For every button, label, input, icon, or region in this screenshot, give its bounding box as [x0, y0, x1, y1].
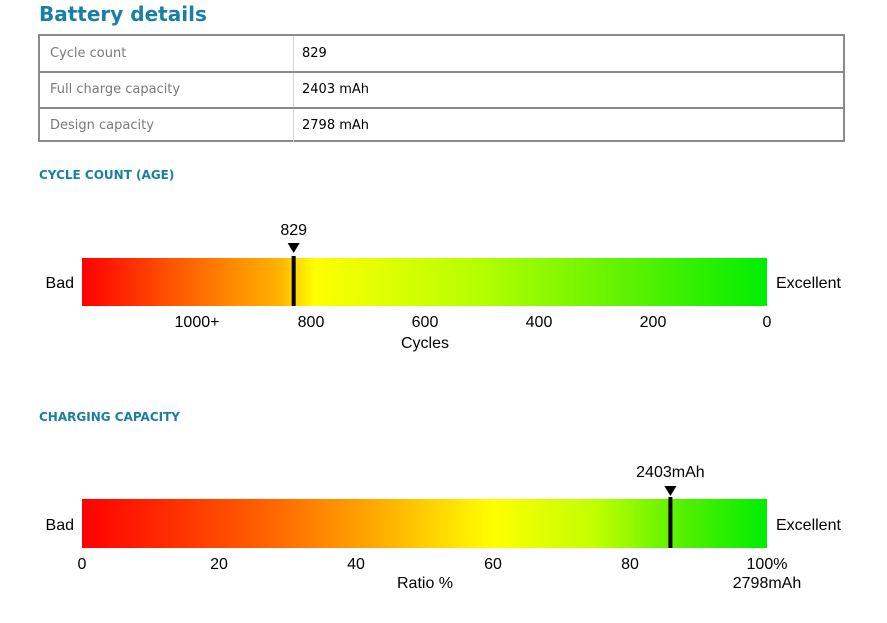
capacity-tick-label: 40	[347, 556, 365, 573]
table-row: Design capacity 2798 mAh	[40, 106, 843, 142]
cycle-bad-label: Bad	[46, 275, 74, 292]
cycle-tick-label: 0	[763, 314, 772, 331]
cycle-count-value: 829	[302, 46, 327, 62]
cycle-tick-label: 400	[526, 314, 553, 331]
capacity-design-sublabel: 2798mAh	[733, 575, 802, 592]
capacity-tick-label: 60	[484, 556, 502, 573]
cycle-tick-label: 1000+	[175, 314, 220, 331]
charging-capacity-section-title: CHARGING CAPACITY	[39, 410, 180, 424]
cycle-tick-label: 800	[298, 314, 325, 331]
capacity-gauge-bar	[82, 499, 767, 548]
design-capacity-value: 2798 mAh	[302, 117, 370, 133]
capacity-excellent-label: Excellent	[776, 517, 841, 534]
capacity-tick-label: 100%	[747, 556, 788, 573]
full-charge-capacity-label: Full charge capacity	[40, 73, 294, 107]
battery-details-table: Cycle count 829 Full charge capacity 240…	[38, 34, 845, 142]
cycle-count-section-title: CYCLE COUNT (AGE)	[39, 168, 175, 182]
cycle-tick-label: 600	[412, 314, 439, 331]
capacity-marker-label: 2403mAh	[636, 464, 705, 481]
charging-capacity-gauge: 2403mAh Bad Excellent 0 20 40 60 80 100%…	[46, 464, 842, 592]
capacity-axis-label: Ratio %	[397, 575, 453, 592]
capacity-bad-label: Bad	[46, 517, 74, 534]
cycle-count-label: Cycle count	[40, 36, 294, 72]
capacity-marker-arrow-icon	[664, 486, 677, 496]
capacity-tick-label: 80	[621, 556, 639, 573]
capacity-tick-label: 20	[210, 556, 228, 573]
cycle-excellent-label: Excellent	[776, 275, 841, 292]
table-row: Cycle count 829	[40, 36, 843, 72]
cycle-gauge-bar	[82, 258, 767, 306]
cycle-axis-label: Cycles	[401, 335, 449, 352]
page-title: Battery details	[39, 2, 207, 26]
cycle-tick-label: 200	[640, 314, 667, 331]
design-capacity-label: Design capacity	[40, 108, 294, 142]
capacity-tick-label: 0	[78, 556, 87, 573]
full-charge-capacity-value: 2403 mAh	[302, 82, 370, 98]
cycle-marker-label: 829	[280, 222, 307, 239]
cycle-count-gauge: 829 Bad Excellent 1000+ 800 600 400 200 …	[46, 222, 842, 352]
cycle-marker-arrow-icon	[287, 243, 300, 253]
table-row: Full charge capacity 2403 mAh	[40, 71, 843, 107]
